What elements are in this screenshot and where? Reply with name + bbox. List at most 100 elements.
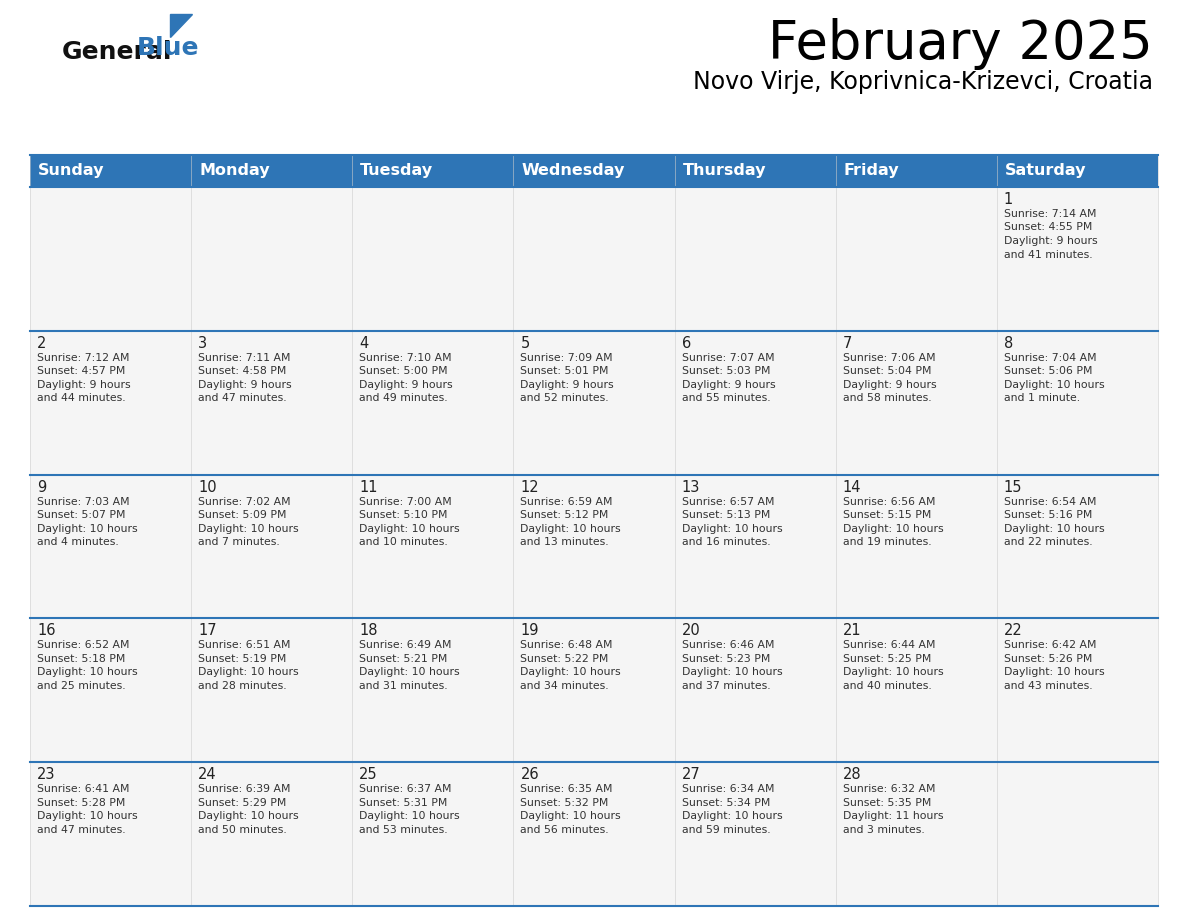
Text: Sunset: 5:34 PM: Sunset: 5:34 PM — [682, 798, 770, 808]
Text: 7: 7 — [842, 336, 852, 351]
Text: Sunrise: 6:57 AM: Sunrise: 6:57 AM — [682, 497, 775, 507]
Text: Sunrise: 7:09 AM: Sunrise: 7:09 AM — [520, 353, 613, 363]
Text: 2: 2 — [37, 336, 46, 351]
Text: and 41 minutes.: and 41 minutes. — [1004, 250, 1093, 260]
Text: and 43 minutes.: and 43 minutes. — [1004, 681, 1093, 691]
Text: General: General — [62, 40, 172, 64]
Text: Sunrise: 6:42 AM: Sunrise: 6:42 AM — [1004, 641, 1097, 650]
Text: 1: 1 — [1004, 192, 1013, 207]
Text: 27: 27 — [682, 767, 700, 782]
Bar — [513, 619, 675, 762]
Text: Sunset: 5:06 PM: Sunset: 5:06 PM — [1004, 366, 1092, 376]
Text: Sunrise: 7:10 AM: Sunrise: 7:10 AM — [359, 353, 451, 363]
Text: Thursday: Thursday — [683, 163, 766, 178]
Text: and 31 minutes.: and 31 minutes. — [359, 681, 448, 691]
Text: Sunset: 5:21 PM: Sunset: 5:21 PM — [359, 654, 448, 664]
Text: Sunrise: 7:00 AM: Sunrise: 7:00 AM — [359, 497, 453, 507]
Text: 22: 22 — [1004, 623, 1023, 638]
Text: Sunrise: 6:48 AM: Sunrise: 6:48 AM — [520, 641, 613, 650]
Text: and 56 minutes.: and 56 minutes. — [520, 824, 609, 834]
Text: 21: 21 — [842, 623, 861, 638]
Text: Daylight: 10 hours: Daylight: 10 hours — [359, 523, 460, 533]
Text: Daylight: 10 hours: Daylight: 10 hours — [359, 667, 460, 677]
Bar — [191, 619, 353, 762]
Text: 10: 10 — [198, 479, 216, 495]
Text: Daylight: 9 hours: Daylight: 9 hours — [682, 380, 776, 390]
Text: Daylight: 10 hours: Daylight: 10 hours — [682, 523, 782, 533]
Text: Sunrise: 7:06 AM: Sunrise: 7:06 AM — [842, 353, 935, 363]
Text: Sunrise: 7:03 AM: Sunrise: 7:03 AM — [37, 497, 129, 507]
Bar — [513, 155, 675, 187]
Text: and 44 minutes.: and 44 minutes. — [37, 393, 126, 403]
Text: Sunrise: 6:52 AM: Sunrise: 6:52 AM — [37, 641, 129, 650]
Text: Daylight: 10 hours: Daylight: 10 hours — [37, 523, 138, 533]
Text: Daylight: 10 hours: Daylight: 10 hours — [842, 667, 943, 677]
Text: Daylight: 10 hours: Daylight: 10 hours — [37, 667, 138, 677]
Text: and 37 minutes.: and 37 minutes. — [682, 681, 770, 691]
Bar — [30, 155, 191, 187]
Bar — [353, 619, 513, 762]
Text: Daylight: 10 hours: Daylight: 10 hours — [520, 812, 621, 822]
Text: Sunset: 5:03 PM: Sunset: 5:03 PM — [682, 366, 770, 376]
Text: 5: 5 — [520, 336, 530, 351]
Polygon shape — [170, 14, 192, 37]
Text: Sunset: 4:57 PM: Sunset: 4:57 PM — [37, 366, 126, 376]
Text: Daylight: 10 hours: Daylight: 10 hours — [520, 523, 621, 533]
Text: 9: 9 — [37, 479, 46, 495]
Text: 26: 26 — [520, 767, 539, 782]
Text: Saturday: Saturday — [1005, 163, 1086, 178]
Text: Friday: Friday — [843, 163, 899, 178]
Text: and 10 minutes.: and 10 minutes. — [359, 537, 448, 547]
Text: Sunset: 5:09 PM: Sunset: 5:09 PM — [198, 510, 286, 521]
Bar — [675, 187, 835, 330]
Text: Sunrise: 6:46 AM: Sunrise: 6:46 AM — [682, 641, 775, 650]
Bar — [191, 187, 353, 330]
Text: Sunrise: 6:34 AM: Sunrise: 6:34 AM — [682, 784, 775, 794]
Text: 17: 17 — [198, 623, 216, 638]
Bar — [835, 762, 997, 906]
Text: and 47 minutes.: and 47 minutes. — [198, 393, 286, 403]
Text: Sunset: 5:16 PM: Sunset: 5:16 PM — [1004, 510, 1092, 521]
Text: Tuesday: Tuesday — [360, 163, 434, 178]
Text: Daylight: 10 hours: Daylight: 10 hours — [198, 667, 298, 677]
Text: Sunset: 5:19 PM: Sunset: 5:19 PM — [198, 654, 286, 664]
Text: 8: 8 — [1004, 336, 1013, 351]
Bar — [191, 155, 353, 187]
Text: 23: 23 — [37, 767, 56, 782]
Text: 15: 15 — [1004, 479, 1023, 495]
Text: Sunrise: 6:37 AM: Sunrise: 6:37 AM — [359, 784, 451, 794]
Text: Sunset: 4:58 PM: Sunset: 4:58 PM — [198, 366, 286, 376]
Text: 4: 4 — [359, 336, 368, 351]
Text: Daylight: 9 hours: Daylight: 9 hours — [359, 380, 453, 390]
Text: Sunset: 5:04 PM: Sunset: 5:04 PM — [842, 366, 931, 376]
Text: Daylight: 10 hours: Daylight: 10 hours — [37, 812, 138, 822]
Bar — [997, 330, 1158, 475]
Text: Sunset: 5:32 PM: Sunset: 5:32 PM — [520, 798, 608, 808]
Text: Sunrise: 6:56 AM: Sunrise: 6:56 AM — [842, 497, 935, 507]
Text: and 3 minutes.: and 3 minutes. — [842, 824, 924, 834]
Text: Sunset: 5:22 PM: Sunset: 5:22 PM — [520, 654, 608, 664]
Bar — [30, 762, 191, 906]
Text: Daylight: 10 hours: Daylight: 10 hours — [198, 523, 298, 533]
Text: 18: 18 — [359, 623, 378, 638]
Bar — [30, 619, 191, 762]
Text: Daylight: 10 hours: Daylight: 10 hours — [682, 812, 782, 822]
Text: Sunday: Sunday — [38, 163, 105, 178]
Text: Daylight: 9 hours: Daylight: 9 hours — [198, 380, 292, 390]
Bar — [675, 330, 835, 475]
Text: 19: 19 — [520, 623, 539, 638]
Text: Sunrise: 7:07 AM: Sunrise: 7:07 AM — [682, 353, 775, 363]
Text: Sunset: 5:18 PM: Sunset: 5:18 PM — [37, 654, 126, 664]
Text: Sunset: 5:12 PM: Sunset: 5:12 PM — [520, 510, 608, 521]
Text: Sunset: 5:00 PM: Sunset: 5:00 PM — [359, 366, 448, 376]
Bar — [835, 187, 997, 330]
Text: 3: 3 — [198, 336, 207, 351]
Text: and 7 minutes.: and 7 minutes. — [198, 537, 280, 547]
Text: and 19 minutes.: and 19 minutes. — [842, 537, 931, 547]
Text: and 40 minutes.: and 40 minutes. — [842, 681, 931, 691]
Text: and 53 minutes.: and 53 minutes. — [359, 824, 448, 834]
Text: Daylight: 10 hours: Daylight: 10 hours — [520, 667, 621, 677]
Text: Sunset: 5:35 PM: Sunset: 5:35 PM — [842, 798, 931, 808]
Text: Sunrise: 6:39 AM: Sunrise: 6:39 AM — [198, 784, 291, 794]
Bar — [835, 155, 997, 187]
